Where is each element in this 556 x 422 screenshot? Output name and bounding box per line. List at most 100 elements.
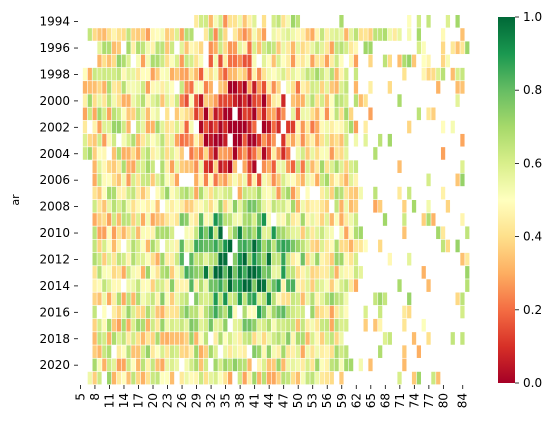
heatmap-cell (194, 266, 199, 279)
heatmap-cell (97, 252, 102, 266)
heatmap-cell (165, 252, 170, 266)
heatmap-cell (324, 305, 330, 319)
heatmap-cell (319, 266, 325, 279)
heatmap-cell (407, 28, 412, 41)
heatmap-cell (121, 81, 126, 94)
heatmap-cell (281, 54, 286, 68)
heatmap-cell (169, 186, 175, 200)
heatmap-cell (189, 186, 194, 200)
heatmap-cell (319, 107, 325, 121)
heatmap-cell (324, 28, 330, 41)
heatmap-cell (213, 332, 218, 345)
heatmap-cell (223, 318, 228, 332)
heatmap-cell (315, 94, 320, 107)
heatmap-cell (232, 332, 238, 345)
heatmap-cell (116, 213, 121, 226)
heatmap-cell (223, 252, 228, 266)
heatmap-cell (305, 147, 310, 160)
heatmap-cell (102, 226, 107, 240)
heatmap-cell (174, 186, 180, 200)
heatmap-cell (218, 28, 223, 41)
colorbar-tick-label: 0.2 (523, 303, 542, 317)
heatmap-cell (116, 107, 121, 121)
heatmap-cell (271, 67, 276, 81)
heatmap-cell (213, 358, 218, 372)
heatmap-cell (465, 279, 470, 292)
heatmap-cell (150, 239, 155, 253)
heatmap-cell (179, 107, 184, 121)
heatmap-cell (334, 252, 339, 266)
heatmap-cell (169, 292, 175, 306)
heatmap-cell (184, 186, 189, 200)
heatmap-cell (208, 133, 213, 147)
heatmap-cell (228, 305, 233, 319)
heatmap-cell (237, 28, 242, 41)
heatmap-cell (344, 200, 349, 213)
heatmap-cell (131, 200, 136, 213)
heatmap-cell (445, 239, 451, 253)
heatmap-cell (223, 266, 228, 279)
heatmap-cell (261, 67, 267, 81)
heatmap-cell (150, 160, 155, 173)
heatmap-cell (165, 94, 170, 107)
heatmap-cell (290, 41, 296, 55)
heatmap-cell (431, 107, 436, 121)
heatmap-cell (455, 41, 460, 55)
heatmap-cell (257, 292, 262, 306)
heatmap-cell (102, 358, 107, 372)
heatmap-cell (237, 81, 242, 94)
heatmap-cell (213, 345, 218, 358)
heatmap-cell (223, 28, 228, 41)
heatmap-cell (252, 239, 257, 253)
heatmap-cell (329, 292, 334, 306)
heatmap-cell (97, 200, 102, 213)
heatmap-cell (242, 213, 247, 226)
heatmap-cell (111, 28, 117, 41)
heatmap-cell (198, 239, 204, 253)
heatmap-cell (107, 358, 112, 372)
heatmap-cell (237, 147, 242, 160)
heatmap-cell (179, 318, 184, 332)
heatmap-cell (198, 305, 204, 319)
heatmap-cell (276, 200, 281, 213)
heatmap-cell (378, 292, 383, 306)
heatmap-cell (261, 28, 267, 41)
heatmap-cell (290, 305, 296, 319)
heatmap-cell (121, 200, 126, 213)
heatmap-cell (387, 81, 392, 94)
heatmap-cell (349, 252, 354, 266)
heatmap-cell (223, 292, 228, 306)
heatmap-cell (218, 226, 223, 240)
heatmap-cell (334, 279, 339, 292)
heatmap-cell (165, 358, 170, 372)
heatmap-cell (131, 318, 136, 332)
heatmap-cell (290, 15, 296, 28)
heatmap-cell (276, 67, 281, 81)
heatmap-cell (349, 358, 354, 372)
heatmap-cell (184, 28, 189, 41)
heatmap-cell (228, 147, 233, 160)
heatmap-cell (121, 107, 126, 121)
heatmap-cell (295, 239, 301, 253)
heatmap-cell (131, 358, 136, 372)
heatmap-cell (102, 305, 107, 319)
heatmap-cell (315, 41, 320, 55)
heatmap-cell (160, 120, 165, 134)
heatmap-cell (155, 173, 160, 187)
heatmap-cell (319, 239, 325, 253)
heatmap-cell (271, 173, 276, 187)
heatmap-cell (465, 41, 470, 55)
heatmap-cell (203, 120, 209, 134)
heatmap-cell (431, 371, 436, 385)
heatmap-cell (421, 266, 426, 279)
heatmap-cell (223, 305, 228, 319)
heatmap-cell (121, 147, 126, 160)
heatmap-cell (440, 120, 446, 134)
heatmap-cell (305, 54, 310, 68)
heatmap-cell (111, 292, 117, 306)
heatmap-cell (189, 67, 194, 81)
heatmap-cell (276, 252, 281, 266)
heatmap-cell (237, 318, 242, 332)
x-tick-label: 32 (204, 393, 218, 408)
heatmap-cell (213, 200, 218, 213)
